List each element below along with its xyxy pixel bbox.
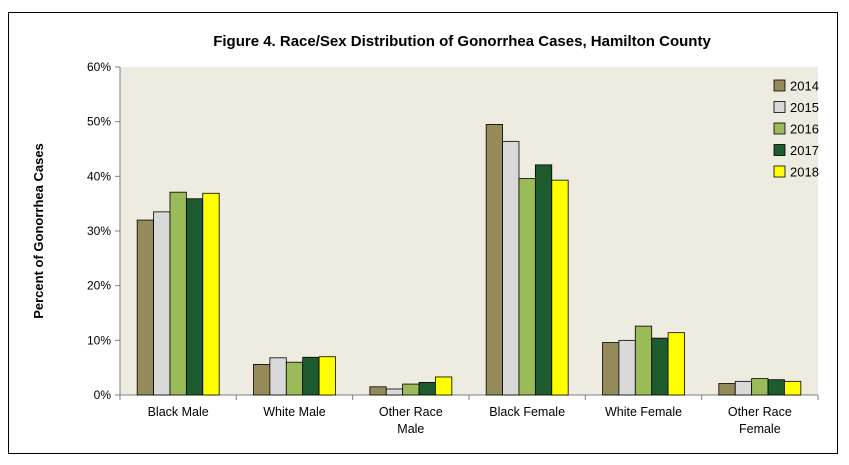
axes: 0% 10% 20% 30% 40% 50% 60% Black Male White Male… — [87, 60, 819, 436]
bar — [534, 164, 553, 396]
x-category-label: Female — [739, 422, 781, 436]
bar — [302, 356, 320, 396]
bar — [385, 388, 404, 396]
legend-label: 2018 — [790, 165, 819, 180]
y-tick-label: 40% — [87, 169, 111, 183]
bar — [153, 211, 171, 396]
bar — [618, 339, 636, 396]
y-tick-label: 0% — [94, 388, 112, 402]
bar — [418, 382, 436, 396]
legend-label: 2014 — [790, 79, 819, 94]
y-axis-label: Percent of Gonorrhea Cases — [31, 143, 46, 319]
legend-swatch — [773, 165, 786, 178]
legend-swatch — [773, 122, 786, 135]
bar — [502, 140, 520, 396]
bars — [136, 124, 802, 396]
x-category-label: White Female — [605, 405, 682, 419]
bar — [551, 179, 569, 396]
bar — [651, 337, 669, 396]
x-category-label: Other Race — [728, 405, 792, 419]
y-tick-label: 30% — [87, 224, 111, 238]
bar — [285, 361, 304, 396]
bar — [318, 356, 336, 396]
bar — [253, 363, 271, 396]
bar — [667, 332, 685, 396]
bar — [718, 383, 736, 396]
legend-label: 2017 — [790, 143, 819, 158]
bar — [518, 178, 536, 396]
bar — [751, 378, 769, 396]
bar — [784, 380, 802, 396]
y-tick-label: 50% — [87, 115, 111, 129]
bar — [136, 219, 154, 396]
legend: 2014 2015 2016 2017 2018 — [773, 79, 819, 180]
y-tick-label: 60% — [87, 60, 111, 74]
x-category-label: Black Female — [489, 405, 565, 419]
bar — [435, 376, 453, 396]
bar — [369, 386, 387, 396]
bar — [634, 325, 653, 396]
legend-swatch — [773, 101, 786, 113]
bar — [185, 198, 204, 396]
y-tick-label: 10% — [87, 333, 111, 347]
bar — [269, 357, 287, 396]
bar — [602, 342, 620, 396]
legend-swatch — [773, 79, 786, 92]
bar — [485, 124, 503, 396]
x-category-label: Black Male — [148, 405, 209, 419]
bar — [169, 191, 187, 396]
bar — [202, 192, 220, 396]
x-category-label: White Male — [263, 405, 326, 419]
legend-label: 2015 — [790, 100, 819, 115]
x-category-label: Male — [397, 422, 424, 436]
x-category-label: Other Race — [379, 405, 443, 419]
legend-swatch — [773, 144, 786, 156]
bar — [767, 379, 785, 396]
legend-label: 2016 — [790, 122, 819, 137]
chart-title: Figure 4. Race/Sex Distribution of Gonor… — [213, 33, 711, 50]
plot-area — [120, 67, 818, 395]
chart-frame: Figure 4. Race/Sex Distribution of Gonor… — [8, 12, 838, 454]
chart-svg: Figure 4. Race/Sex Distribution of Gonor… — [31, 33, 819, 436]
y-tick-label: 20% — [87, 279, 111, 293]
bar — [734, 380, 753, 396]
bar — [402, 383, 420, 396]
